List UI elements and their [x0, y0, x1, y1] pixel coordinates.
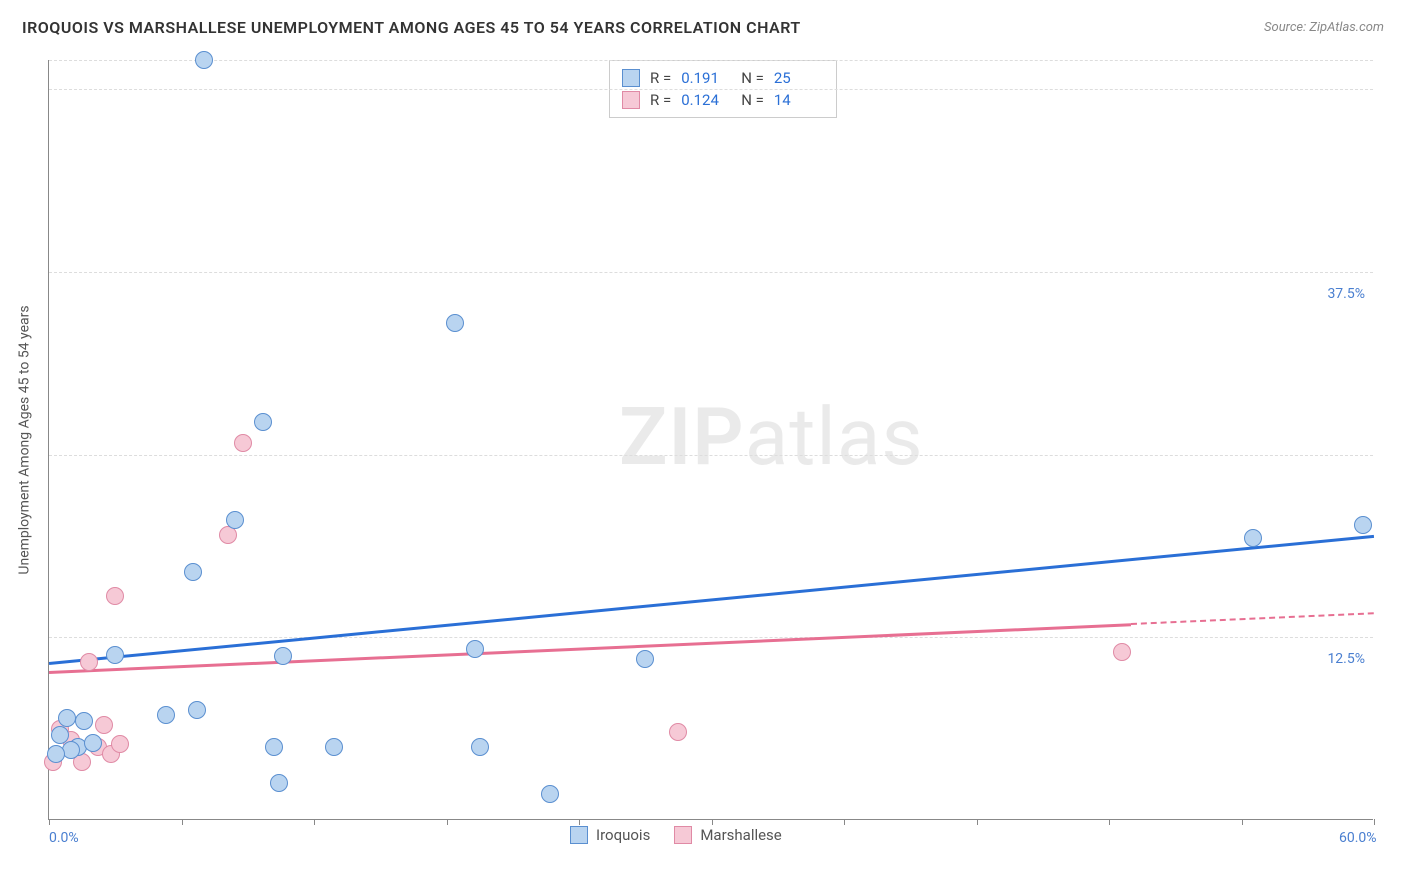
point-iroquois — [471, 738, 489, 756]
gridline — [49, 455, 1373, 456]
bottom-legend: Iroquois Marshallese — [570, 826, 782, 844]
point-iroquois — [75, 712, 93, 730]
watermark: ZIPatlas — [619, 390, 924, 484]
source-label: Source: ZipAtlas.com — [1264, 20, 1384, 35]
point-iroquois — [84, 734, 102, 752]
point-marshallese — [111, 735, 129, 753]
point-marshallese — [669, 723, 687, 741]
x-tick — [49, 819, 50, 825]
point-iroquois — [195, 51, 213, 69]
point-iroquois — [47, 745, 65, 763]
point-iroquois — [1244, 529, 1262, 547]
x-tick — [977, 819, 978, 825]
point-iroquois — [226, 511, 244, 529]
point-iroquois — [541, 785, 559, 803]
legend-item-marshallese: Marshallese — [674, 826, 781, 844]
trendline — [49, 535, 1374, 665]
gridline — [49, 89, 1373, 90]
x-tick — [1374, 819, 1375, 825]
swatch-iroquois — [622, 69, 640, 87]
x-tick — [314, 819, 315, 825]
x-tick-label: 60.0% — [1339, 830, 1377, 846]
point-iroquois — [58, 709, 76, 727]
point-marshallese — [234, 434, 252, 452]
x-tick — [1109, 819, 1110, 825]
point-marshallese — [106, 587, 124, 605]
point-iroquois — [188, 701, 206, 719]
y-tick-label: 12.5% — [1327, 651, 1365, 667]
point-marshallese — [1113, 643, 1131, 661]
stats-row-iroquois: R = 0.191 N = 25 — [622, 67, 824, 89]
point-iroquois — [254, 413, 272, 431]
x-tick — [182, 819, 183, 825]
gridline — [49, 272, 1373, 273]
trendline-dash — [1131, 612, 1374, 625]
point-iroquois — [62, 741, 80, 759]
point-iroquois — [636, 650, 654, 668]
legend-item-iroquois: Iroquois — [570, 826, 650, 844]
gridline — [49, 60, 1373, 61]
point-iroquois — [184, 563, 202, 581]
n-value-iroquois: 25 — [774, 69, 824, 87]
point-iroquois — [1354, 516, 1372, 534]
x-tick-label: 0.0% — [49, 830, 79, 846]
chart-title: IROQUOIS VS MARSHALLESE UNEMPLOYMENT AMO… — [22, 18, 801, 37]
point-iroquois — [325, 738, 343, 756]
gridline — [49, 637, 1373, 638]
x-tick — [844, 819, 845, 825]
point-iroquois — [265, 738, 283, 756]
point-iroquois — [106, 646, 124, 664]
n-value-marshallese: 14 — [774, 91, 824, 109]
point-iroquois — [466, 640, 484, 658]
point-iroquois — [274, 647, 292, 665]
r-value-marshallese: 0.124 — [681, 91, 731, 109]
stats-row-marshallese: R = 0.124 N = 14 — [622, 89, 824, 111]
y-tick-label: 37.5% — [1327, 286, 1365, 302]
point-iroquois — [270, 774, 288, 792]
chart-header: IROQUOIS VS MARSHALLESE UNEMPLOYMENT AMO… — [22, 18, 1384, 37]
x-tick — [712, 819, 713, 825]
plot-area: ZIPatlas R = 0.191 N = 25 R = 0.124 N = … — [48, 60, 1373, 820]
point-iroquois — [446, 314, 464, 332]
r-value-iroquois: 0.191 — [681, 69, 731, 87]
point-marshallese — [80, 653, 98, 671]
swatch-marshallese — [674, 826, 692, 844]
point-iroquois — [157, 706, 175, 724]
x-tick — [1242, 819, 1243, 825]
x-tick — [447, 819, 448, 825]
swatch-iroquois — [570, 826, 588, 844]
point-marshallese — [95, 716, 113, 734]
x-tick — [579, 819, 580, 825]
y-axis-label: Unemployment Among Ages 45 to 54 years — [10, 60, 40, 820]
swatch-marshallese — [622, 91, 640, 109]
